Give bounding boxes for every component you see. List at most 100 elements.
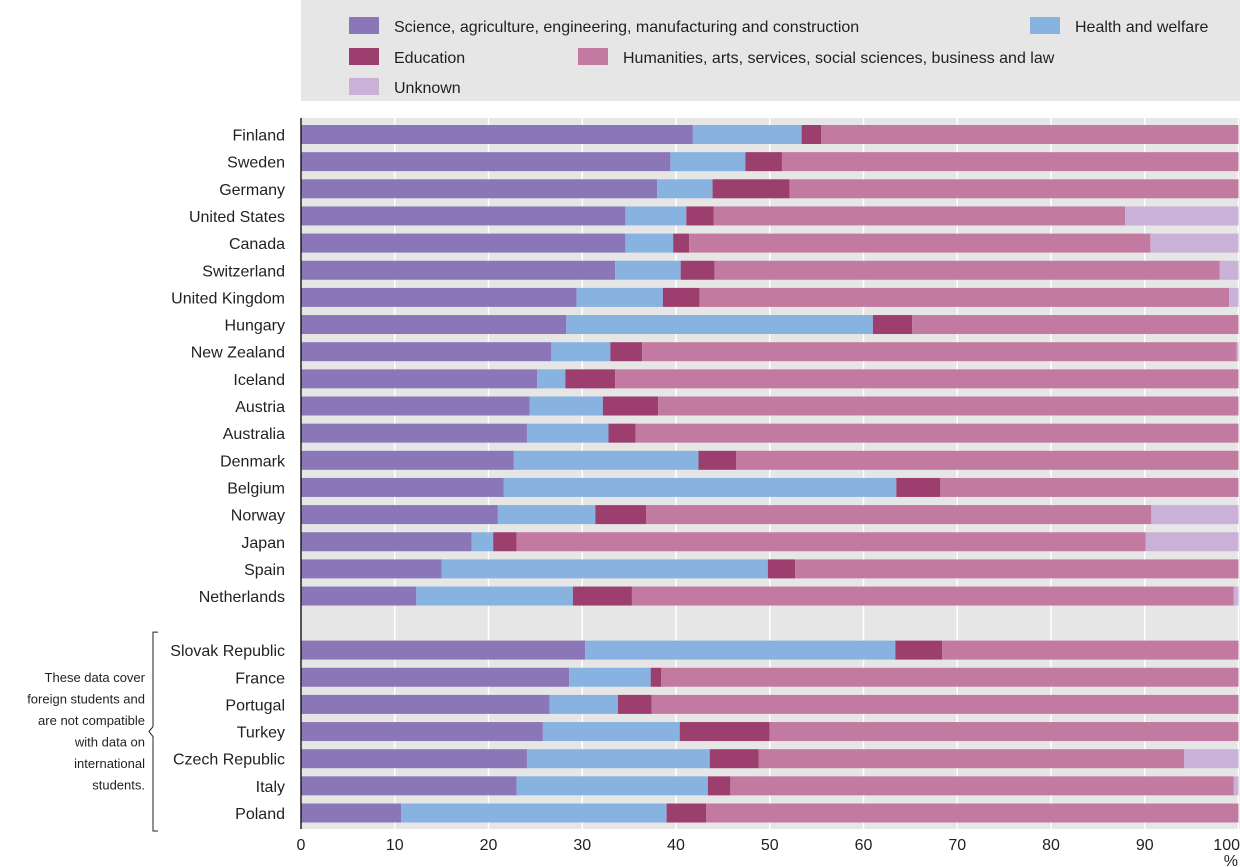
bar-hungary-education: [872, 315, 913, 335]
category-label: Japan: [241, 535, 285, 552]
bar-spain-education: [767, 559, 796, 579]
legend-swatch-education: [349, 48, 379, 65]
bar-portugal-science-agriculture-: [301, 694, 550, 714]
legend-swatch-humanities-arts-services-social-sciences-business-and-law: [578, 48, 608, 65]
category-label: Italy: [256, 779, 285, 796]
x-tick-label: 50: [761, 837, 779, 854]
bar-japan-education: [493, 532, 517, 552]
bar-australia-education: [608, 423, 636, 443]
x-tick-label: 100: [1213, 837, 1240, 854]
x-tick-label: 0: [297, 837, 306, 854]
category-label: Spain: [244, 562, 285, 579]
bar-new-zealand-health-and-welfare: [551, 342, 611, 362]
bar-switzerland-health-and-welfare: [615, 260, 681, 280]
bar-slovak-republic-humanities-arts-serv: [942, 640, 1239, 660]
bar-hungary-humanities-arts-serv: [912, 315, 1239, 335]
category-label: Belgium: [227, 480, 285, 497]
note-line: with data on: [74, 734, 145, 749]
bar-sweden-education: [745, 152, 782, 172]
bar-united-kingdom-health-and-welfare: [576, 287, 663, 307]
bar-france-humanities-arts-serv: [661, 667, 1239, 687]
bar-austria-humanities-arts-serv: [658, 396, 1239, 416]
bar-france-health-and-welfare: [569, 667, 651, 687]
bar-norway-education: [595, 505, 646, 525]
bar-belgium-humanities-arts-serv: [940, 477, 1239, 497]
category-label: Denmark: [220, 453, 286, 470]
category-label: Switzerland: [202, 263, 285, 280]
note-line: These data cover: [45, 670, 146, 685]
bar-norway-humanities-arts-serv: [646, 505, 1152, 525]
bars: [301, 125, 1239, 823]
bar-turkey-health-and-welfare: [542, 722, 680, 742]
bar-australia-humanities-arts-serv: [635, 423, 1239, 443]
bar-france-education: [650, 667, 661, 687]
bar-united-states-humanities-arts-serv: [713, 206, 1126, 226]
category-label: Germany: [219, 182, 285, 199]
bar-denmark-humanities-arts-serv: [736, 450, 1239, 470]
bar-germany-science-agriculture-: [301, 179, 658, 199]
bar-united-kingdom-science-agriculture-: [301, 287, 577, 307]
bar-united-kingdom-unknown: [1229, 287, 1239, 307]
bar-australia-science-agriculture-: [301, 423, 527, 443]
bar-switzerland-humanities-arts-serv: [714, 260, 1220, 280]
bar-portugal-humanities-arts-serv: [651, 694, 1239, 714]
bar-norway-science-agriculture-: [301, 505, 498, 525]
bar-netherlands-humanities-arts-serv: [631, 586, 1234, 606]
bar-japan-unknown: [1145, 532, 1239, 552]
category-labels: Finland Sweden Germany United States Canada S…: [170, 128, 286, 824]
category-label: Australia: [223, 426, 285, 443]
bar-belgium-education: [896, 477, 941, 497]
group-note: These data cover foreign students and are …: [27, 631, 158, 832]
bar-iceland-education: [565, 369, 616, 389]
bar-united-states-education: [686, 206, 714, 226]
bar-spain-humanities-arts-serv: [795, 559, 1239, 579]
bar-italy-health-and-welfare: [516, 776, 708, 796]
note-line: international: [74, 756, 145, 771]
bar-poland-education: [666, 803, 706, 823]
bar-netherlands-health-and-welfare: [416, 586, 573, 606]
bar-denmark-health-and-welfare: [513, 450, 699, 470]
bar-hungary-health-and-welfare: [566, 315, 873, 335]
bar-france-science-agriculture-: [301, 667, 570, 687]
bar-united-kingdom-education: [662, 287, 700, 307]
bar-slovak-republic-health-and-welfare: [585, 640, 896, 660]
legend-label: Education: [394, 50, 465, 67]
category-label: Iceland: [233, 372, 285, 389]
category-label: United States: [189, 209, 285, 226]
bar-czech-republic-education: [709, 749, 759, 769]
bar-new-zealand-science-agriculture-: [301, 342, 552, 362]
bar-finland-science-agriculture-: [301, 125, 693, 144]
bar-new-zealand-unknown: [1236, 342, 1239, 362]
category-label: Sweden: [227, 155, 285, 172]
legend-swatch-science-agriculture-engineering-manufacturing-and-construction: [349, 17, 379, 34]
bar-italy-science-agriculture-: [301, 776, 517, 796]
bar-sweden-humanities-arts-serv: [781, 152, 1239, 172]
bar-austria-science-agriculture-: [301, 396, 530, 416]
note-line: are not compatible: [38, 713, 145, 728]
bar-new-zealand-education: [610, 342, 643, 362]
category-label: Hungary: [225, 318, 285, 335]
bar-netherlands-unknown: [1233, 586, 1239, 606]
bar-denmark-education: [698, 450, 736, 470]
bar-iceland-health-and-welfare: [537, 369, 566, 389]
bar-sweden-health-and-welfare: [670, 152, 746, 172]
bar-finland-humanities-arts-serv: [821, 125, 1239, 144]
bar-japan-science-agriculture-: [301, 532, 472, 552]
bar-netherlands-science-agriculture-: [301, 586, 417, 606]
bar-turkey-education: [679, 722, 770, 742]
bar-canada-humanities-arts-serv: [689, 233, 1151, 253]
legend-swatch-health-and-welfare: [1030, 17, 1060, 34]
category-label: Czech Republic: [173, 752, 285, 769]
legend-swatch-unknown: [349, 78, 379, 95]
bar-turkey-science-agriculture-: [301, 722, 543, 742]
bar-iceland-science-agriculture-: [301, 369, 538, 389]
bar-poland-humanities-arts-serv: [706, 803, 1239, 823]
bar-australia-health-and-welfare: [526, 423, 609, 443]
bar-turkey-humanities-arts-serv: [769, 722, 1239, 742]
bar-czech-republic-humanities-arts-serv: [758, 749, 1185, 769]
x-tick-label: 10: [386, 837, 404, 854]
category-label: United Kingdom: [171, 290, 285, 307]
category-label: Canada: [229, 236, 285, 253]
x-tick-label: 90: [1136, 837, 1154, 854]
bar-italy-unknown: [1233, 776, 1239, 796]
